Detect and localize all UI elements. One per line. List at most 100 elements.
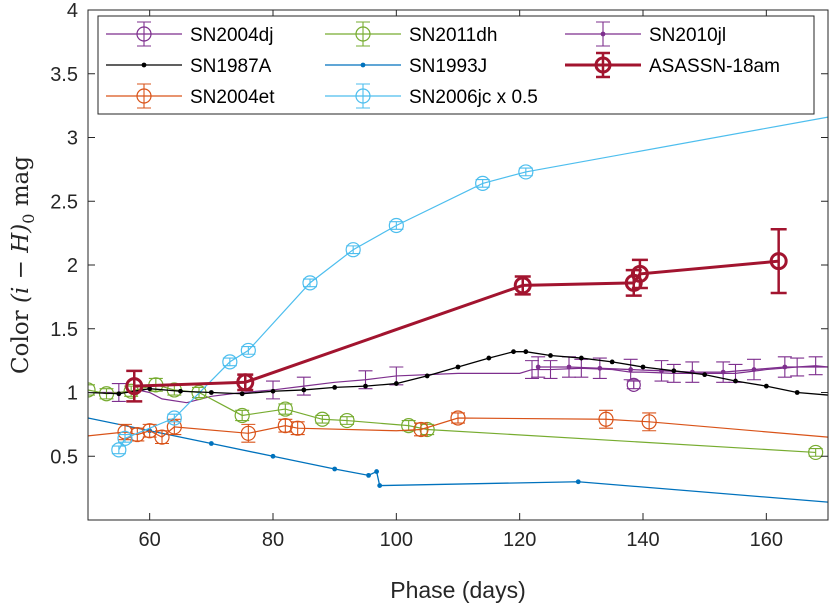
data-point: [240, 342, 256, 359]
data-point: [166, 410, 182, 426]
data-point: [626, 377, 641, 392]
y-tick-label: 4: [67, 0, 78, 22]
error-bar: [631, 258, 648, 290]
data-point: [720, 369, 726, 375]
data-point: [388, 217, 404, 234]
x-tick-label: 160: [750, 529, 783, 551]
series-sn1987a: [88, 349, 828, 397]
data-point: [450, 410, 466, 426]
data-point: [332, 466, 338, 472]
data-point: [314, 411, 330, 427]
y-tick-label: 1.5: [50, 319, 78, 341]
legend-label: SN2011dh: [409, 25, 497, 46]
data-point: [125, 377, 144, 396]
error-bar: [155, 430, 169, 445]
series-line: [88, 351, 828, 396]
error-bar: [315, 414, 330, 424]
legend-entry-sn1993j: SN1993J: [325, 56, 487, 77]
data-point: [302, 275, 318, 291]
legend-label: SN2004dj: [190, 25, 273, 46]
legend-entry-sn2004dj: SN2004dj: [106, 21, 273, 47]
error-bar: [241, 346, 256, 355]
data-point: [377, 483, 383, 488]
error-bar: [518, 167, 533, 177]
y-tick-label: 2: [67, 255, 78, 277]
x-tick-label: 120: [503, 529, 536, 551]
data-point: [339, 412, 355, 429]
error-bar: [642, 412, 657, 432]
data-point: [609, 359, 615, 365]
data-point: [154, 429, 170, 445]
data-point: [413, 421, 429, 438]
legend-swatch-errorbar: [137, 83, 151, 109]
data-point: [366, 472, 371, 478]
error-bar: [303, 278, 317, 288]
data-point: [548, 353, 553, 358]
data-point: [751, 367, 757, 372]
legend-label: SN2010jl: [649, 25, 726, 46]
x-tick-label: 140: [626, 529, 659, 551]
data-point: [208, 390, 214, 395]
data-point: [733, 378, 738, 384]
series-layer: [88, 116, 828, 503]
y-tick-label: 0.5: [50, 446, 78, 468]
data-point: [455, 364, 461, 370]
data-point: [578, 355, 584, 361]
data-point: [513, 276, 532, 295]
error-bar: [808, 356, 823, 376]
error-bar: [389, 221, 404, 230]
error-bar: [142, 423, 157, 438]
y-tick-label: 3.5: [50, 64, 78, 86]
data-point: [116, 391, 122, 397]
legend-label: ASASSN-18am: [649, 56, 780, 77]
data-point: [511, 349, 516, 355]
x-tick-label: 80: [262, 529, 284, 551]
data-point: [270, 453, 276, 459]
data-point: [424, 373, 430, 379]
error-bar: [126, 369, 143, 403]
data-point: [671, 368, 677, 374]
error-bar: [241, 423, 256, 443]
error-bar: [666, 363, 681, 383]
data-point: [234, 407, 250, 424]
data-point: [808, 444, 824, 461]
data-point: [240, 425, 256, 441]
data-point: [575, 479, 581, 485]
x-tick-label: 60: [139, 529, 161, 551]
legend-swatch-marker: [136, 88, 152, 104]
data-point: [523, 349, 529, 355]
legend-label: SN1993J: [409, 56, 487, 77]
legend-swatch-errorbar: [356, 21, 370, 47]
data-point: [535, 364, 541, 370]
data-point: [640, 364, 646, 370]
data-point: [147, 386, 153, 392]
legend-entry-sn1987a: SN1987A: [106, 56, 272, 77]
legend-label: SN1987A: [190, 56, 272, 77]
legend-swatch-marker: [355, 88, 371, 104]
data-point: [486, 355, 492, 361]
legend-entry-sn2006jc-x-0-5: SN2006jc x 0.5: [325, 83, 538, 109]
data-point: [236, 373, 255, 392]
error-bar: [130, 427, 145, 442]
data-point: [518, 164, 534, 180]
data-point: [782, 364, 788, 370]
error-bar: [599, 409, 613, 429]
data-point: [475, 175, 491, 191]
legend-entry-sn2004et: SN2004et: [106, 83, 275, 109]
series-sn2006jc-x-0-5: [111, 116, 828, 458]
data-point: [363, 383, 368, 389]
data-point: [208, 441, 214, 446]
x-axis-label: Phase (days): [390, 577, 526, 603]
data-point: [178, 388, 183, 394]
data-point: [332, 385, 338, 390]
error-bar: [808, 448, 823, 457]
data-point: [117, 430, 133, 446]
legend: SN2004dj SN1987A SN2004et SN2011dh SN1993J SN…: [97, 15, 815, 115]
error-bar: [414, 422, 428, 437]
error-bar: [475, 179, 490, 188]
error-bar: [167, 413, 182, 423]
data-point: [598, 411, 614, 427]
legend-swatch-marker: [136, 26, 152, 42]
series-asassn-18am: [125, 228, 788, 403]
data-point: [345, 242, 361, 258]
